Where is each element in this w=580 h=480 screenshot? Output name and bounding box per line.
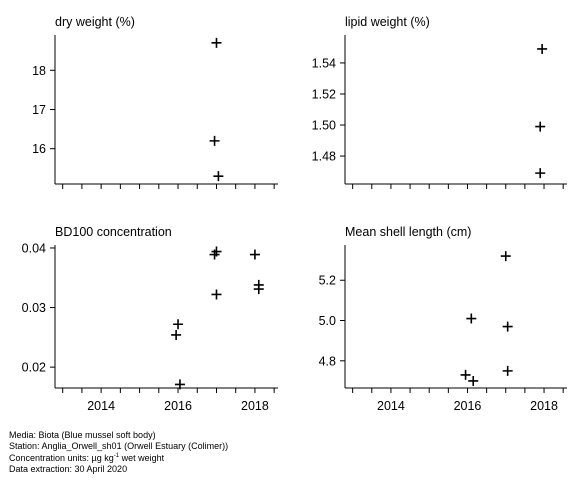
panel-2-data-point	[535, 121, 546, 132]
panel-1-y-tick-label: 18	[32, 64, 46, 78]
panel-2-y-tick-label: 1.50	[312, 119, 336, 133]
panel-2-y-tick-label: 1.54	[312, 56, 336, 70]
panel-3-data-point	[174, 379, 185, 390]
panel-4-data-point	[502, 365, 513, 376]
panel-3-x-tick-label: 2014	[87, 399, 115, 413]
panel-2-title: lipid weight (%)	[345, 15, 430, 29]
panel-4-y-tick-label: 4.8	[319, 354, 336, 368]
panel-3-y-tick-label: 0.02	[22, 361, 46, 375]
panel-4-title: Mean shell length (cm)	[345, 225, 471, 239]
panel-1-data-point	[209, 135, 220, 146]
panel-2-y-tick-label: 1.52	[312, 87, 336, 101]
footer-notes: Media: Biota (Blue mussel soft body) Sta…	[9, 430, 228, 474]
panel-2-data-point	[535, 168, 546, 179]
panel-3-x-tick-label: 2016	[164, 399, 192, 413]
panel-4-data-point	[466, 313, 477, 324]
panel-1-data-point	[211, 37, 222, 48]
panel-4-data-point	[460, 369, 471, 380]
panel-3-data-point	[211, 289, 222, 300]
panel-1-data-point	[213, 171, 224, 182]
panel-1-title: dry weight (%)	[55, 15, 135, 29]
footer-units: Concentration units: µg kg-1 wet weight	[9, 451, 228, 464]
panel-4-x-tick-label: 2014	[377, 399, 405, 413]
panel-3-title: BD100 concentration	[55, 225, 172, 239]
footer-units-suffix: wet weight	[119, 453, 165, 464]
panel-3-data-point	[171, 329, 182, 340]
panel-3-data-point	[249, 249, 260, 260]
panel-4-data-point	[502, 321, 513, 332]
footer-media: Media: Biota (Blue mussel soft body)	[9, 430, 156, 440]
panel-4-y-tick-label: 5.0	[319, 314, 336, 328]
panel-4-data-point	[500, 251, 511, 262]
panel-3-data-point	[253, 284, 264, 295]
footer-units-exponent: -1	[113, 453, 120, 460]
panel-4-y-tick-label: 5.2	[319, 274, 336, 288]
panel-3-data-point	[173, 319, 184, 330]
panel-4-data-point	[468, 375, 479, 386]
panel-1-y-tick-label: 16	[32, 142, 46, 156]
panel-4-x-tick-label: 2018	[530, 399, 558, 413]
footer-station: Station: Anglia_Orwell_sh01 (Orwell Estu…	[9, 440, 229, 451]
panel-3-x-tick-label: 2018	[241, 399, 269, 413]
footer-units-prefix: Concentration units: µg kg	[9, 453, 114, 464]
panel-2-data-point	[537, 43, 548, 54]
footer-extraction: Data extraction: 30 April 2020	[9, 463, 128, 474]
panel-3-y-tick-label: 0.03	[22, 301, 46, 315]
panel-3-data-point	[209, 249, 220, 260]
panel-2-y-tick-label: 1.48	[312, 150, 336, 164]
panel-3-y-tick-label: 0.04	[22, 241, 46, 255]
panel-1-y-tick-label: 17	[32, 103, 46, 117]
panel-4-x-tick-label: 2016	[454, 399, 482, 413]
